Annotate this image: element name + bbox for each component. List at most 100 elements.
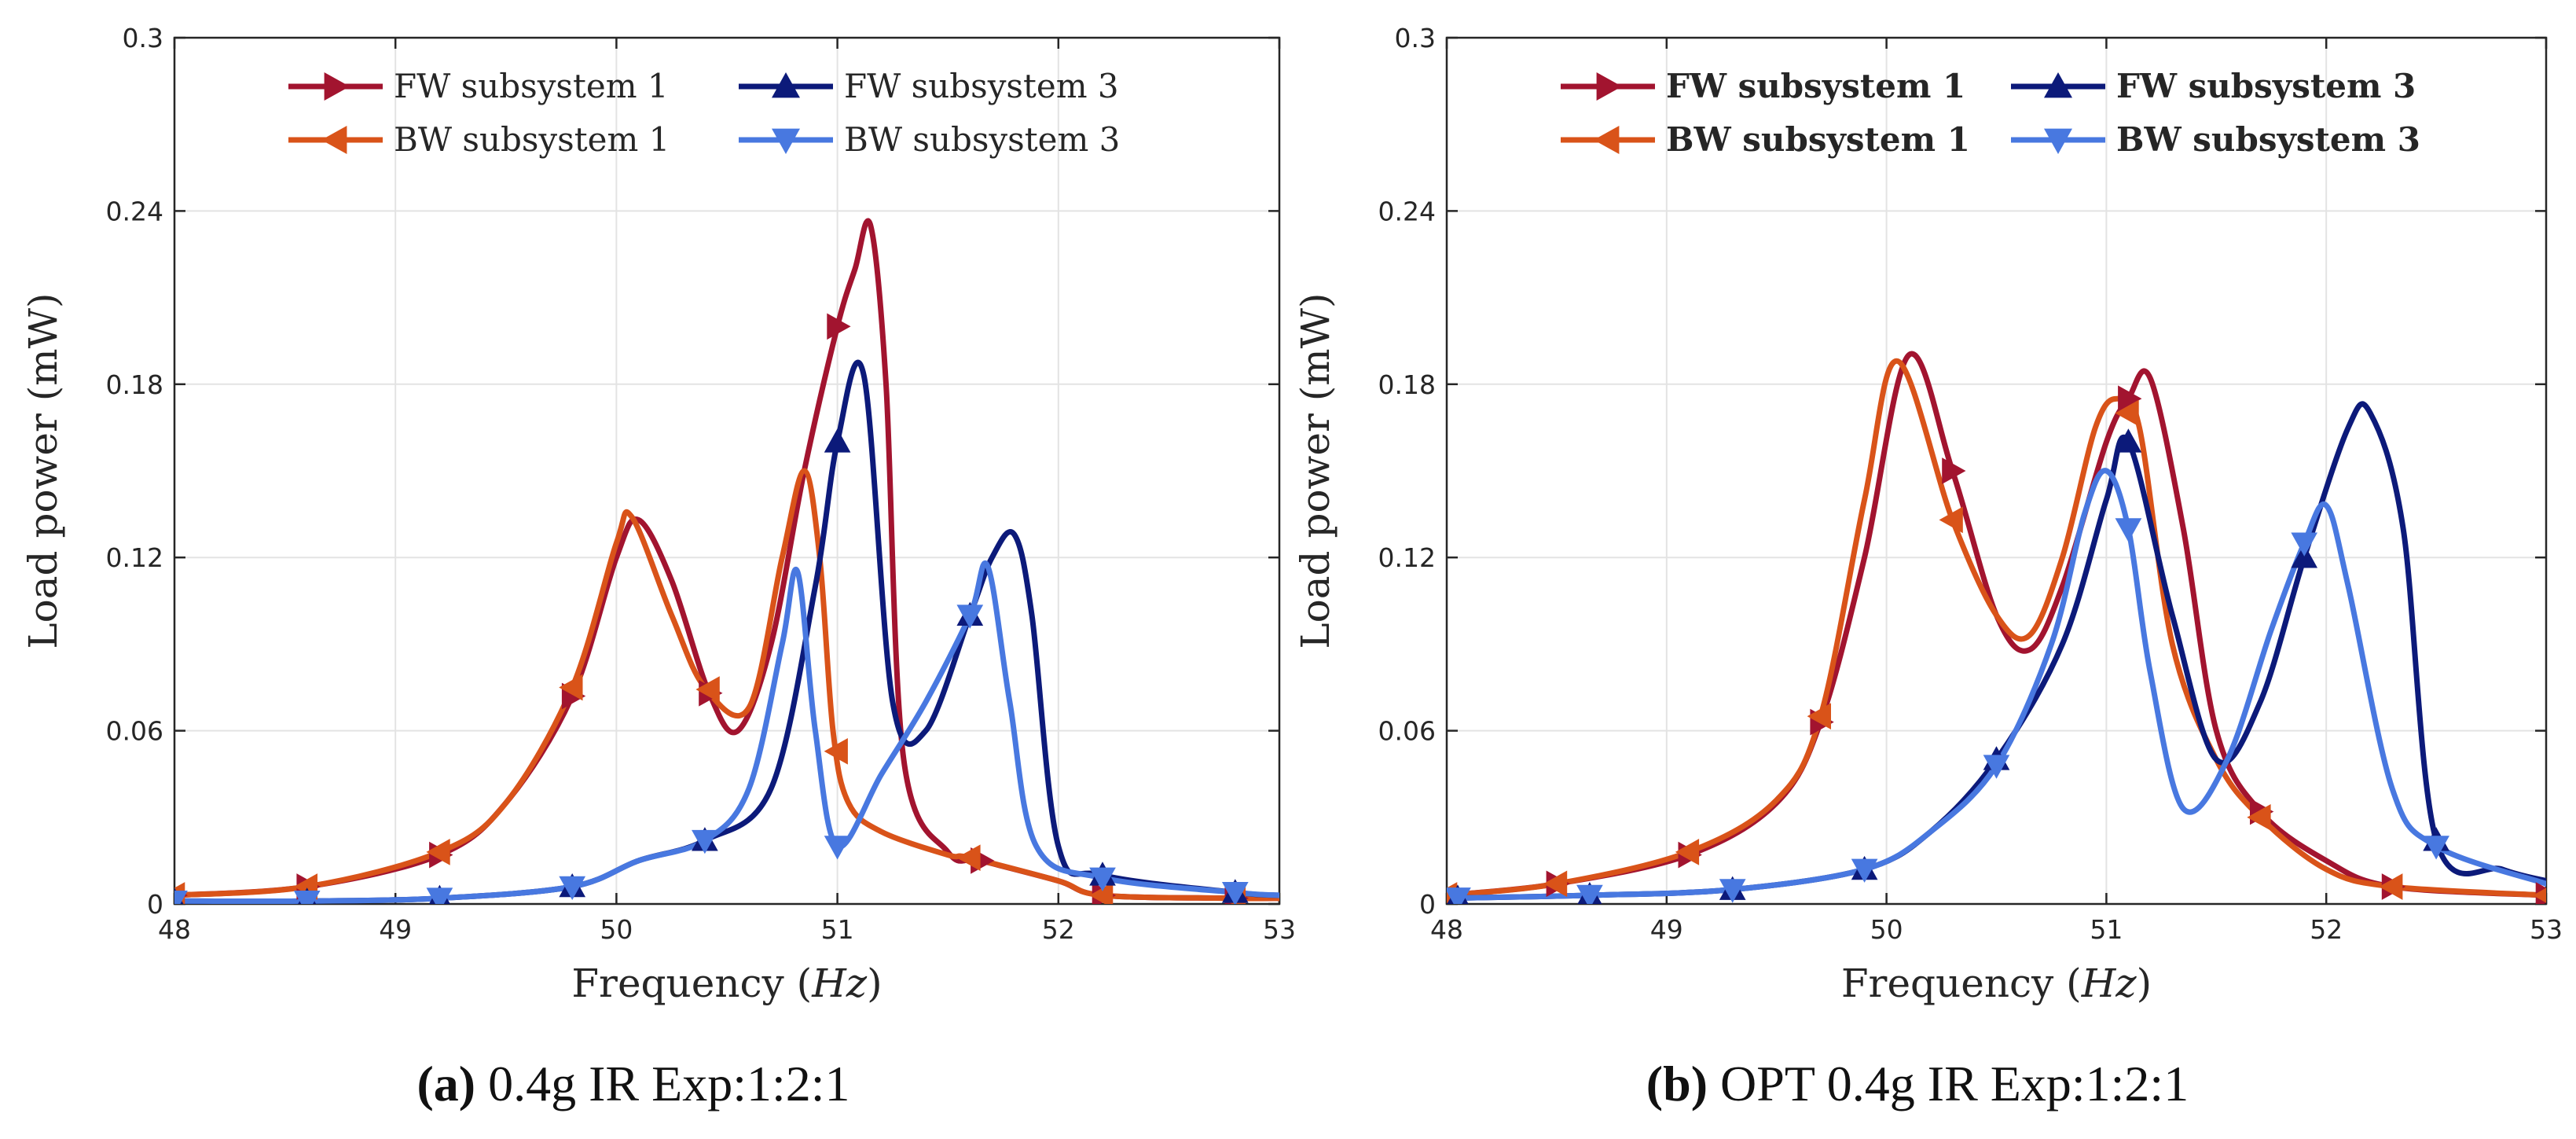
series-group xyxy=(1447,351,2546,904)
x-tick-label: 49 xyxy=(1650,914,1683,945)
legend-label: BW subsystem 1 xyxy=(1666,120,1970,159)
y-tick-label: 0 xyxy=(147,889,163,920)
marker-bw-subsystem-3 xyxy=(559,876,586,901)
marker-bw-subsystem-3 xyxy=(426,887,453,904)
marker-bw-subsystem-1 xyxy=(824,737,848,765)
y-tick-label: 0.18 xyxy=(1378,369,1436,400)
x-tick-label: 53 xyxy=(2530,914,2563,945)
legend-label: BW subsystem 1 xyxy=(394,120,670,159)
marker-bw-subsystem-1 xyxy=(2532,887,2546,903)
marker-bw-subsystem-1 xyxy=(1543,870,1568,898)
y-tick-label: 0.06 xyxy=(1378,716,1436,747)
marker-bw-subsystem-1 xyxy=(1675,839,1700,865)
marker-bw-subsystem-3 xyxy=(956,604,984,629)
marker-bw-subsystem-3 xyxy=(2423,836,2449,860)
x-tick-label: 48 xyxy=(1430,914,1463,945)
x-tick-label: 52 xyxy=(1042,914,1075,945)
marker-fw-subsystem-1 xyxy=(1942,457,1966,484)
marker-bw-subsystem-3 xyxy=(1576,884,1603,904)
series-line-bw-subsystem-3 xyxy=(1447,468,2546,902)
marker-fw-subsystem-3 xyxy=(824,428,851,453)
legend: FW subsystem 1 BW subsystem 1 FW subsystem… xyxy=(1561,67,2420,159)
marker-bw-subsystem-1 xyxy=(1939,506,1963,534)
legend-marker xyxy=(1596,72,1622,101)
caption-a-letter: (a) xyxy=(416,1056,475,1111)
legend-marker xyxy=(324,72,350,101)
y-tick-label: 0.24 xyxy=(1378,196,1436,226)
legend-marker xyxy=(2044,72,2072,98)
caption-b-letter: (b) xyxy=(1646,1056,1708,1111)
x-tick-label: 49 xyxy=(379,914,412,945)
y-tick-label: 0.12 xyxy=(1378,542,1436,573)
caption-a-text: 0.4g IR Exp:1:2:1 xyxy=(475,1056,849,1111)
marker-bw-subsystem-1 xyxy=(956,844,981,872)
y-tick-label: 0.24 xyxy=(106,196,163,226)
legend-label: FW subsystem 3 xyxy=(844,67,1119,105)
legend-label: BW subsystem 3 xyxy=(844,120,1120,159)
legend-label: FW subsystem 1 xyxy=(1666,67,1965,105)
legend-marker xyxy=(2044,128,2072,154)
marker-bw-subsystem-3 xyxy=(1221,882,1249,904)
y-tick-label: 0 xyxy=(1419,889,1436,920)
marker-bw-subsystem-1 xyxy=(2379,873,2403,900)
y-tick-label: 0.06 xyxy=(106,716,163,747)
marker-bw-subsystem-1 xyxy=(2247,803,2271,831)
x-tick-label: 50 xyxy=(1870,914,1903,945)
legend-label: FW subsystem 1 xyxy=(394,67,669,105)
marker-bw-subsystem-1 xyxy=(1807,703,1831,730)
legend-item-bw-subsystem-3: BW subsystem 3 xyxy=(2011,120,2420,159)
y-tick-label: 0.18 xyxy=(106,369,163,400)
marker-bw-subsystem-3 xyxy=(692,829,718,854)
y-tick-label: 0.12 xyxy=(106,542,163,573)
marker-bw-subsystem-1 xyxy=(695,676,720,703)
legend-item-fw-subsystem-1: FW subsystem 1 xyxy=(1561,67,1965,105)
marker-fw-subsystem-3 xyxy=(2115,428,2142,453)
legend-marker xyxy=(772,128,800,154)
x-tick-label: 51 xyxy=(2090,914,2123,945)
marker-fw-subsystem-1 xyxy=(827,313,851,340)
plot-area xyxy=(174,38,1279,904)
marker-bw-subsystem-3 xyxy=(2115,518,2142,542)
legend-item-fw-subsystem-3: FW subsystem 3 xyxy=(2011,67,2416,105)
marker-bw-subsystem-1 xyxy=(426,839,450,865)
legend-label: FW subsystem 3 xyxy=(2116,67,2416,105)
legend: FW subsystem 1 BW subsystem 1 FW subsystem… xyxy=(288,67,1120,159)
panel-a: 48 49 50 51 52 53 0 0.06 0.12 0.18 0.24 0.3 Frequenc… xyxy=(20,23,1296,1006)
caption-a: (a) 0.4g IR Exp:1:2:1 xyxy=(416,1056,849,1111)
legend-marker xyxy=(1594,126,1620,154)
x-axis-label: Frequency (Hz) xyxy=(1841,961,2152,1006)
marker-bw-subsystem-3 xyxy=(1983,755,2010,779)
legend-label: BW subsystem 3 xyxy=(2116,120,2420,159)
x-tick-label: 50 xyxy=(600,914,633,945)
legend-item-fw-subsystem-1: FW subsystem 1 xyxy=(288,67,669,105)
x-axis-label: Frequency (Hz) xyxy=(571,961,882,1006)
marker-bw-subsystem-3 xyxy=(1447,887,1471,904)
y-tick-label: 0.3 xyxy=(123,23,163,53)
y-tick-label: 0.3 xyxy=(1395,23,1436,53)
x-tick-label: 51 xyxy=(821,914,854,945)
marker-bw-subsystem-3 xyxy=(1089,867,1116,891)
y-axis-label: Load power (mW) xyxy=(20,292,66,648)
marker-bw-subsystem-3 xyxy=(1719,879,1746,903)
legend-item-fw-subsystem-3: FW subsystem 3 xyxy=(739,67,1119,105)
marker-bw-subsystem-1 xyxy=(2115,399,2139,427)
series-group xyxy=(174,218,1279,904)
ticks: 48 49 50 51 52 53 0 0.06 0.12 0.18 0.24 0.3 xyxy=(1378,23,2563,945)
marker-bw-subsystem-3 xyxy=(1851,858,1878,883)
legend-marker xyxy=(321,126,347,154)
marker-bw-subsystem-1 xyxy=(559,674,583,701)
axes-frame xyxy=(1445,36,2548,906)
caption-b-text: OPT 0.4g IR Exp:1:2:1 xyxy=(1708,1056,2189,1111)
marker-bw-subsystem-3 xyxy=(174,891,188,904)
legend-marker xyxy=(772,72,800,98)
x-tick-label: 48 xyxy=(158,914,191,945)
x-tick-label: 52 xyxy=(2310,914,2343,945)
marker-bw-subsystem-3 xyxy=(2291,532,2318,557)
marker-bw-subsystem-3 xyxy=(824,836,851,860)
x-tick-label: 53 xyxy=(1263,914,1296,945)
legend-item-bw-subsystem-3: BW subsystem 3 xyxy=(739,120,1120,159)
y-axis-label: Load power (mW) xyxy=(1293,292,1338,648)
caption-b: (b) OPT 0.4g IR Exp:1:2:1 xyxy=(1646,1056,2189,1111)
legend-item-bw-subsystem-1: BW subsystem 1 xyxy=(1561,120,1970,159)
